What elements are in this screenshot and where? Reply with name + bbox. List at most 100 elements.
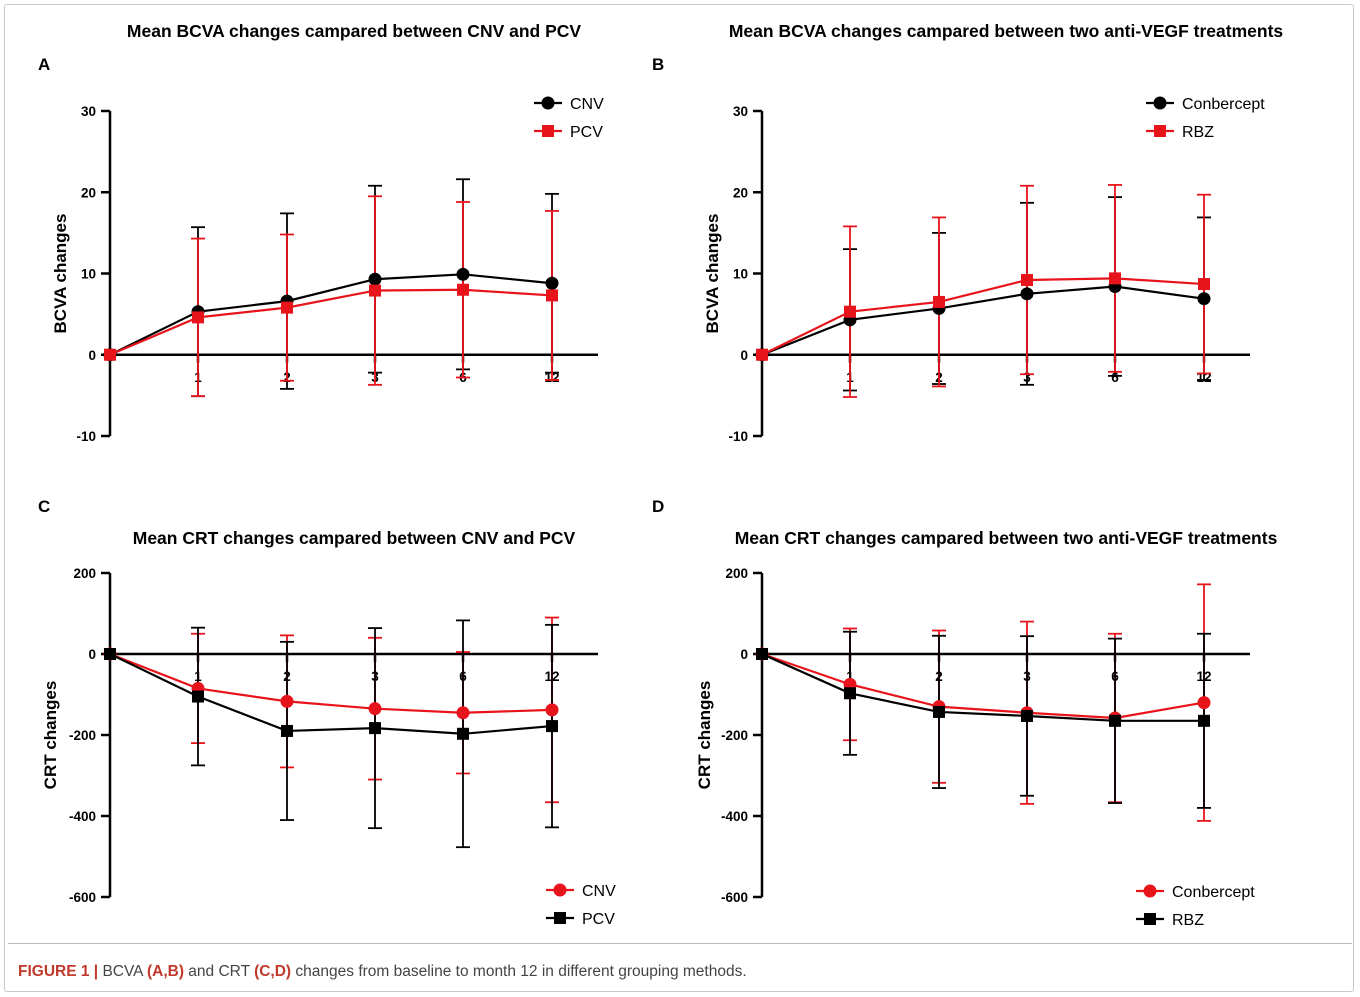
chart-title: Mean BCVA changes campared between two a… — [729, 21, 1284, 41]
caption-panels-cd: (C,D) — [254, 963, 292, 980]
chart-panel-a: Mean BCVA changes campared between CNV a… — [38, 21, 604, 444]
legend-item: PCV — [546, 911, 615, 928]
y-axis-label: CRT changes — [695, 681, 714, 790]
y-tick-label: -10 — [728, 429, 748, 444]
y-tick-label: 30 — [81, 104, 96, 119]
data-point — [1021, 709, 1033, 722]
legend-item: CNV — [546, 883, 616, 900]
panel-letter: A — [38, 55, 50, 74]
y-tick-label: -10 — [76, 429, 96, 444]
figure-caption: FIGURE 1 | BCVA (A,B) and CRT (C,D) chan… — [18, 963, 747, 981]
caption-text-1: BCVA — [98, 963, 147, 980]
series-line-conbercept — [761, 285, 1205, 356]
data-point — [1021, 274, 1033, 286]
legend-marker — [553, 883, 567, 897]
y-tick-label: 200 — [73, 566, 96, 581]
data-point — [546, 289, 558, 302]
data-point — [104, 648, 116, 660]
data-point — [456, 706, 470, 720]
y-tick-label: -600 — [69, 890, 96, 905]
legend-marker — [1144, 913, 1156, 925]
y-tick-label: -400 — [721, 809, 748, 824]
legend-label: PCV — [570, 124, 603, 141]
chart-panel-b: Mean BCVA changes campared between two a… — [652, 21, 1283, 444]
caption-figure-label: FIGURE 1 | — [18, 963, 99, 980]
series-line-pcv — [109, 653, 553, 735]
data-point — [1197, 292, 1211, 306]
series-line-cnv — [109, 652, 553, 714]
data-point — [369, 284, 381, 297]
y-tick-label: 0 — [740, 647, 748, 662]
data-point — [844, 687, 856, 700]
caption-text-3: changes from baseline to month 12 in dif… — [291, 963, 747, 980]
series-line-rbz — [761, 652, 1204, 722]
y-axis-label: BCVA changes — [51, 214, 70, 334]
data-point — [281, 301, 293, 314]
legend-item: Conbercept — [1146, 96, 1265, 113]
y-tick-label: 30 — [733, 104, 748, 119]
legend-label: CNV — [570, 96, 604, 113]
y-axis-label: BCVA changes — [703, 214, 722, 334]
data-point — [281, 724, 293, 737]
data-point — [457, 727, 469, 740]
data-point — [756, 648, 768, 660]
data-point — [1198, 714, 1210, 727]
data-point — [368, 702, 382, 716]
y-tick-label: 0 — [88, 647, 96, 662]
y-tick-label: 0 — [740, 348, 748, 363]
data-point — [844, 305, 856, 318]
legend-marker — [1153, 96, 1167, 110]
legend-item: PCV — [534, 124, 603, 141]
y-tick-label: 20 — [81, 185, 96, 200]
panel-letter: C — [38, 497, 50, 516]
y-tick-label: 200 — [725, 566, 748, 581]
data-point — [192, 690, 204, 703]
legend-item: RBZ — [1146, 124, 1214, 141]
chart-title: Mean CRT changes campared between CNV an… — [133, 528, 576, 548]
series-line-rbz — [761, 277, 1205, 356]
y-tick-label: 10 — [733, 267, 748, 282]
series-line-conbercept — [761, 652, 1205, 720]
data-point — [1197, 696, 1211, 710]
y-tick-label: 0 — [88, 348, 96, 363]
legend-marker — [542, 125, 554, 137]
data-point — [545, 703, 559, 717]
data-point — [1020, 287, 1034, 301]
y-tick-label: -600 — [721, 890, 748, 905]
legend-label: Conbercept — [1182, 96, 1265, 113]
figure-border — [4, 4, 1354, 992]
data-point — [1109, 272, 1121, 285]
legend-label: PCV — [582, 911, 615, 928]
data-point — [192, 311, 204, 324]
caption-text-2: and CRT — [184, 963, 255, 980]
data-point — [546, 720, 558, 733]
legend-item: RBZ — [1136, 912, 1204, 929]
caption-separator — [8, 943, 1352, 944]
data-point — [1109, 714, 1121, 727]
chart-panel-d: Mean CRT changes campared between two an… — [652, 497, 1278, 929]
y-tick-label: 20 — [733, 185, 748, 200]
data-point — [933, 295, 945, 308]
legend-label: RBZ — [1172, 912, 1204, 929]
caption-panels-ab: (A,B) — [146, 963, 184, 980]
chart-title: Mean CRT changes campared between two an… — [735, 528, 1278, 548]
legend-label: Conbercept — [1172, 884, 1255, 901]
y-tick-label: -200 — [69, 728, 96, 743]
y-tick-label: 10 — [81, 267, 96, 282]
panel-letter: B — [652, 55, 664, 74]
data-point — [756, 348, 768, 361]
legend-marker — [541, 96, 555, 110]
data-point — [104, 348, 116, 361]
data-point — [457, 283, 469, 296]
series-line-cnv — [109, 273, 553, 356]
x-tick-label: 6 — [1111, 370, 1119, 385]
data-point — [368, 272, 382, 286]
legend-label: RBZ — [1182, 124, 1214, 141]
chart-title: Mean BCVA changes campared between CNV a… — [127, 21, 581, 41]
data-point — [369, 722, 381, 735]
data-point — [933, 705, 945, 718]
series-line-pcv — [109, 288, 553, 356]
data-point — [280, 694, 294, 708]
